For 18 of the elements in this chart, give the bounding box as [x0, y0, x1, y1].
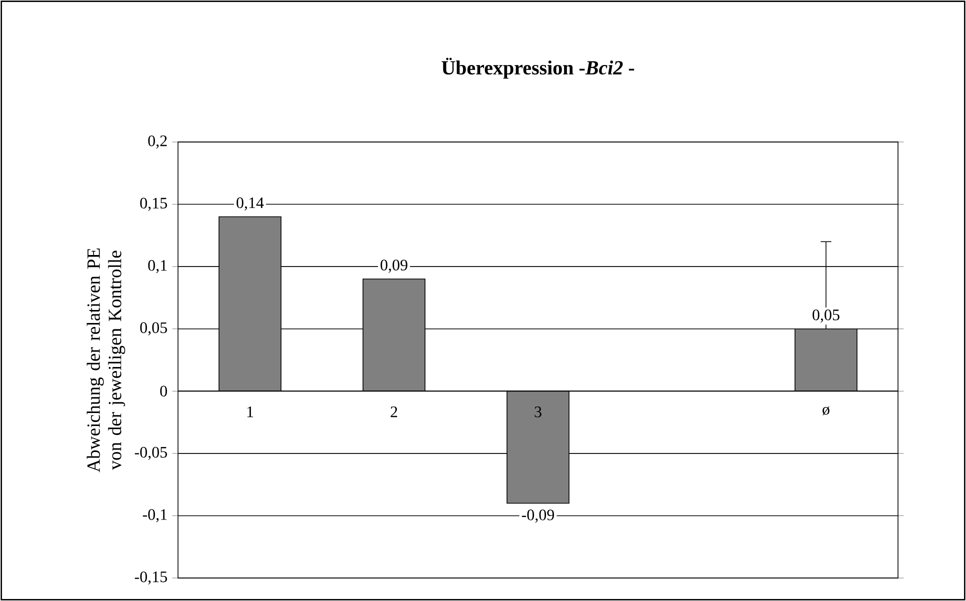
y-axis-title: Abweichung der relativen PE von der jeweiligen Kontrolle	[86, 248, 126, 472]
x-tick-label: ø	[822, 406, 830, 416]
data-label: 0,05	[812, 309, 840, 323]
data-label: -0,09	[522, 510, 554, 523]
y-tick-label: -0,1	[142, 509, 167, 522]
data-label: 0,09	[380, 260, 408, 273]
x-tick-label: 3	[534, 406, 542, 418]
y-tick-label: 0	[160, 386, 167, 397]
y-tick-label: 0,1	[148, 260, 167, 274]
x-tick-label: 1	[247, 406, 254, 418]
y-tick-label: -0,05	[134, 446, 167, 460]
y-tick-label: 0,05	[140, 322, 167, 336]
data-label: 0,14	[236, 197, 264, 210]
x-tick-label: 2	[390, 406, 398, 418]
chart-title: Überexpression -Bci2 -	[442, 58, 634, 79]
y-tick-label: 0,2	[148, 135, 167, 149]
y-tick-label: -0,15	[134, 571, 167, 585]
y-tick-label: 0,15	[140, 198, 167, 211]
